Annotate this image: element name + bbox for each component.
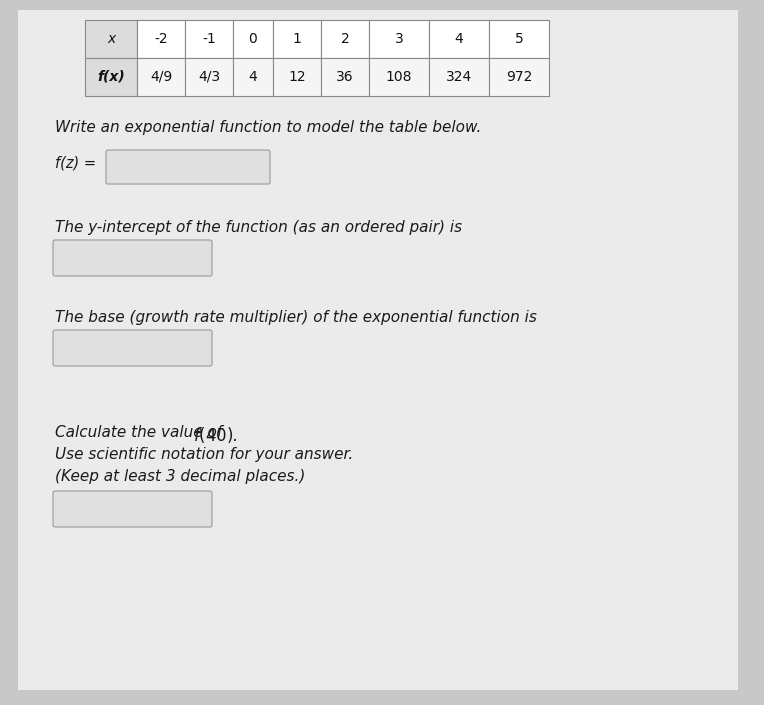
Text: -1: -1 <box>202 32 216 46</box>
Bar <box>273 58 321 96</box>
Text: f(x): f(x) <box>97 70 125 84</box>
Bar <box>369 20 429 58</box>
Bar <box>429 20 489 58</box>
Text: 4/3: 4/3 <box>198 70 220 84</box>
Text: 0: 0 <box>248 32 257 46</box>
Bar <box>489 20 549 58</box>
Text: 324: 324 <box>446 70 472 84</box>
Bar <box>137 58 185 96</box>
Text: 5: 5 <box>515 32 523 46</box>
Bar <box>273 20 321 58</box>
Text: x: x <box>107 32 115 46</box>
FancyBboxPatch shape <box>53 491 212 527</box>
Bar <box>85 58 137 96</box>
Text: 12: 12 <box>288 70 306 84</box>
Bar <box>185 20 233 58</box>
Bar <box>233 20 273 58</box>
Text: The y-intercept of the function (as an ordered pair) is: The y-intercept of the function (as an o… <box>55 220 462 235</box>
Text: -2: -2 <box>154 32 168 46</box>
Bar <box>85 20 137 58</box>
Text: 3: 3 <box>395 32 403 46</box>
Text: Write an exponential function to model the table below.: Write an exponential function to model t… <box>55 120 481 135</box>
Text: 4/9: 4/9 <box>150 70 172 84</box>
Text: 36: 36 <box>336 70 354 84</box>
FancyBboxPatch shape <box>53 330 212 366</box>
Text: 1: 1 <box>293 32 302 46</box>
Bar <box>321 58 369 96</box>
Text: The base (growth rate multiplier) of the exponential function is: The base (growth rate multiplier) of the… <box>55 310 537 325</box>
Text: 4: 4 <box>248 70 257 84</box>
FancyBboxPatch shape <box>106 150 270 184</box>
Text: (Keep at least 3 decimal places.): (Keep at least 3 decimal places.) <box>55 469 306 484</box>
Bar <box>489 58 549 96</box>
Text: 972: 972 <box>506 70 533 84</box>
Text: Use scientific notation for your answer.: Use scientific notation for your answer. <box>55 447 353 462</box>
Text: $f(40)$.: $f(40)$. <box>193 425 238 445</box>
Bar <box>233 58 273 96</box>
Bar <box>321 20 369 58</box>
Text: 108: 108 <box>386 70 413 84</box>
Bar <box>185 58 233 96</box>
Text: Calculate the value of: Calculate the value of <box>55 425 227 440</box>
Bar <box>429 58 489 96</box>
Text: f(z) =: f(z) = <box>55 155 96 170</box>
Bar <box>369 58 429 96</box>
Text: 4: 4 <box>455 32 464 46</box>
FancyBboxPatch shape <box>53 240 212 276</box>
Bar <box>137 20 185 58</box>
Text: 2: 2 <box>341 32 349 46</box>
